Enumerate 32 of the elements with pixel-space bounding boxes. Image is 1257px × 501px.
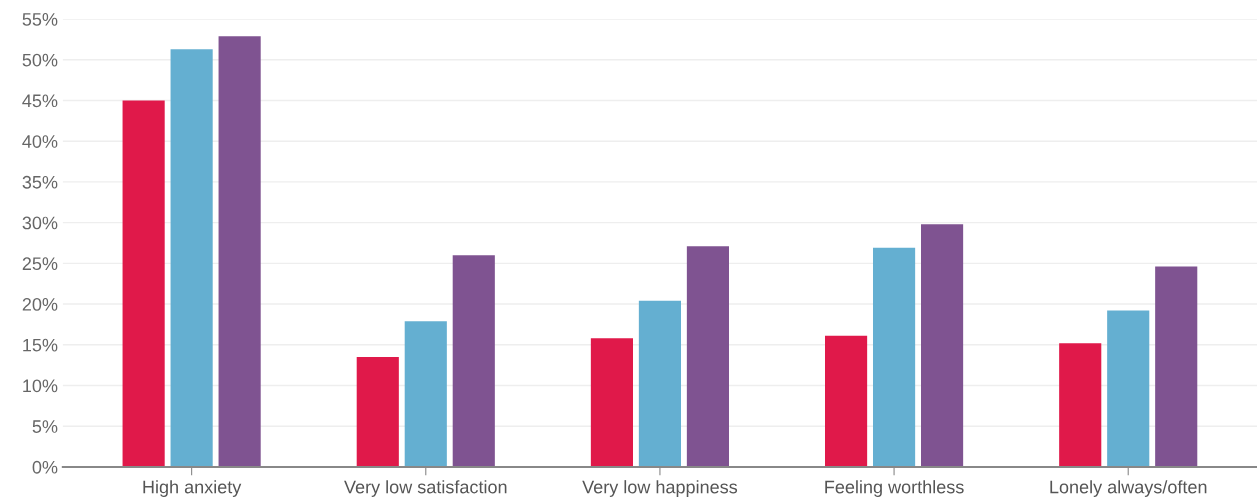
y-tick-label: 35%	[22, 175, 58, 189]
bar	[1107, 310, 1150, 467]
bar	[356, 356, 399, 467]
y-tick-label: 20%	[22, 298, 58, 311]
y-tick-label: 40%	[22, 135, 58, 148]
bar	[170, 49, 213, 467]
x-tick-label: Lonely always/often	[1050, 480, 1207, 497]
x-tick-label: Feeling worthless	[825, 480, 964, 497]
y-tick-label: 15%	[23, 338, 58, 352]
bar	[218, 36, 261, 467]
bar	[404, 321, 447, 467]
y-tick-label: 55%	[22, 13, 58, 26]
bar	[873, 247, 916, 467]
bar	[825, 335, 868, 467]
bar	[1059, 343, 1102, 467]
bar	[921, 224, 964, 467]
bar	[686, 246, 729, 467]
y-tick-label: 50%	[22, 53, 58, 67]
y-tick-label: 45%	[22, 94, 58, 108]
bar	[452, 255, 495, 467]
bar	[122, 100, 165, 467]
x-tick-label: Very low happiness	[582, 480, 738, 497]
y-tick-label: 0%	[32, 460, 58, 474]
y-tick-label: 25%	[22, 257, 58, 271]
y-tick-label: 5%	[32, 420, 58, 433]
y-tick-label: 30%	[22, 216, 58, 230]
x-tick-label: Very low satisfaction	[344, 480, 507, 497]
y-tick-label: 10%	[23, 379, 58, 393]
x-tick-label: High anxiety	[143, 480, 242, 497]
bar	[638, 300, 681, 467]
bar	[590, 338, 633, 467]
bar	[1155, 266, 1198, 467]
